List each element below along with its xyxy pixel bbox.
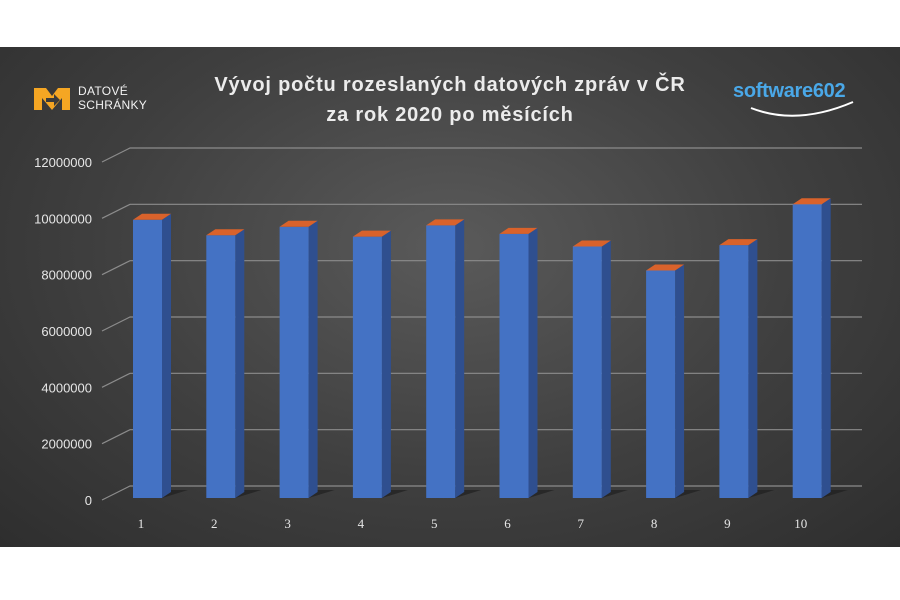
bar-front [499,233,529,498]
x-tick-label: 1 [138,516,145,531]
bar-2 [206,229,262,498]
x-tick-label: 10 [794,516,807,531]
bar-side [821,198,831,498]
x-tick-label: 8 [651,516,658,531]
y-tick-label: 4000000 [41,380,92,395]
bar-top [572,240,611,247]
bar-front [206,235,236,498]
x-tick-label: 6 [504,516,511,531]
datove-schranky-logo: DATOVÉ SCHRÁNKY [32,84,147,112]
x-tick-label: 4 [358,516,365,531]
x-tick-label: 5 [431,516,438,531]
x-tick-label: 2 [211,516,218,531]
x-tick-label: 3 [284,516,291,531]
gridline [101,316,862,332]
software602-logo-number: 602 [812,80,846,102]
software602-logo-text: software [733,80,813,102]
bar-top [719,239,758,246]
gridline [101,372,862,388]
bar-top [646,264,685,271]
bar-side [381,230,391,498]
bar-side [308,220,318,499]
bar-9 [719,239,775,498]
bar-front [352,236,382,498]
bar-side [235,229,245,498]
bar-4 [352,230,408,498]
bar-1 [133,213,188,498]
bar-side [455,219,465,498]
bar-7 [572,240,628,498]
bar-front [426,225,456,498]
bar-top [499,227,538,234]
bar-side [675,264,685,498]
bar-front [133,219,162,498]
bar-front [279,226,309,499]
bar-top [426,219,465,226]
x-tick-label: 7 [578,516,585,531]
logo-line-1: DATOVÉ [78,84,129,98]
bar-top [352,230,391,237]
logo-line-2: SCHRÁNKY [78,98,148,112]
bar-side [748,239,758,498]
y-tick-label: 8000000 [41,268,92,283]
gridlines [101,147,862,501]
y-tick-label: 0 [85,493,92,508]
x-tick-label: 9 [724,516,731,531]
chart-title: Vývoj počtu rozeslaných datových zpráv v… [170,70,730,130]
chart-title-line-1: Vývoj počtu rozeslaných datových zpráv v… [214,74,686,96]
y-tick-label: 6000000 [41,324,92,339]
bar-top [206,229,245,236]
bar-6 [499,227,555,498]
arrow-logo-icon [34,88,70,110]
bar-front [572,246,602,498]
bar-front [719,245,749,498]
x-axis: 1 2 3 4 5 6 7 8 9 10 [138,516,807,531]
bar-side [528,227,538,498]
gridline [101,147,862,163]
bar-8 [646,264,702,498]
swoosh-icon [750,101,854,117]
chart-title-line-2: za rok 2020 po měsících [326,104,574,126]
gridline [101,429,862,445]
bar-side [601,240,611,498]
bar-front [792,204,822,498]
gridline [101,203,862,219]
bar-top [792,198,831,205]
bar-10 [792,198,848,498]
bars [133,198,848,499]
bar-top [279,220,318,227]
y-tick-label: 2000000 [41,437,92,452]
y-axis: 0 2000000 4000000 6000000 8000000 10000000 120… [34,155,92,508]
bar-top [133,213,171,220]
bar-5 [426,219,482,498]
bar-front [646,270,676,498]
gridline [101,260,862,276]
software602-logo: software602 [733,80,854,117]
gridline [101,485,862,501]
y-tick-label: 12000000 [34,155,92,170]
bar-3 [279,220,335,499]
bar-side [162,213,171,498]
y-tick-label: 10000000 [34,211,92,226]
